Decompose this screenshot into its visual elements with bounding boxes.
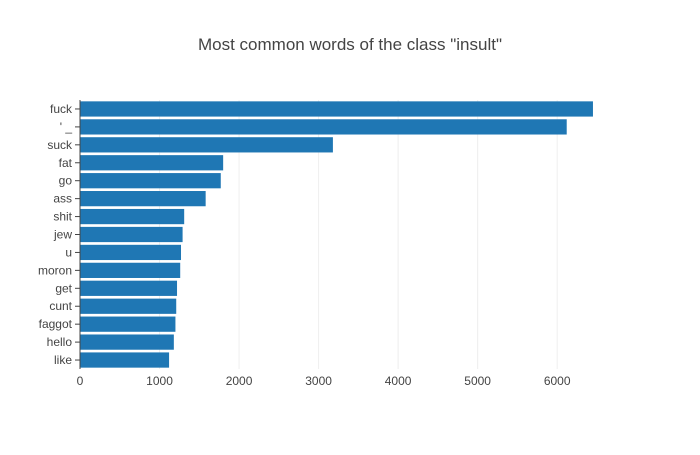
chart-title: Most common words of the class "insult": [198, 35, 502, 54]
bar: [80, 191, 206, 207]
bar: [80, 334, 174, 350]
bar: [80, 155, 224, 171]
y-tick-label: fat: [59, 156, 73, 170]
y-tick-label: moron: [38, 263, 72, 277]
bar: [80, 352, 170, 368]
bar: [80, 137, 333, 153]
y-tick-label: shit: [53, 210, 72, 224]
bar: [80, 262, 181, 278]
y-tick-label: ass: [53, 192, 72, 206]
x-tick-label: 3000: [305, 374, 332, 388]
y-tick-label: fuck: [50, 102, 73, 116]
y-tick-label: ' _: [60, 120, 73, 134]
x-tick-label: 5000: [464, 374, 491, 388]
y-tick-label: get: [55, 281, 72, 295]
bar: [80, 244, 182, 261]
y-tick-label: like: [54, 353, 72, 367]
bar: [80, 316, 176, 332]
bar: [80, 280, 178, 296]
x-tick-label: 1000: [146, 374, 173, 388]
bar: [80, 101, 593, 117]
bar: [80, 298, 177, 314]
y-tick-label: jew: [53, 228, 72, 242]
x-tick-label: 0: [77, 374, 84, 388]
y-tick-label: faggot: [39, 317, 73, 331]
bar: [80, 208, 185, 225]
bar-layer: [80, 101, 593, 368]
y-tick-label: suck: [47, 138, 73, 152]
bar: [80, 173, 221, 189]
x-tick-label: 6000: [544, 374, 571, 388]
axis-layer: 0 1000 2000 3000 4000 5000 6000 fuck ' _suck fat g…: [38, 100, 571, 388]
bar: [80, 226, 183, 243]
y-tick-label: hello: [47, 335, 73, 349]
bar: [80, 119, 567, 135]
y-tick-label: u: [65, 245, 72, 259]
y-tick-label: go: [59, 174, 73, 188]
x-tick-label: 4000: [385, 374, 412, 388]
x-tick-label: 2000: [226, 374, 253, 388]
y-tick-label: cunt: [49, 299, 72, 313]
